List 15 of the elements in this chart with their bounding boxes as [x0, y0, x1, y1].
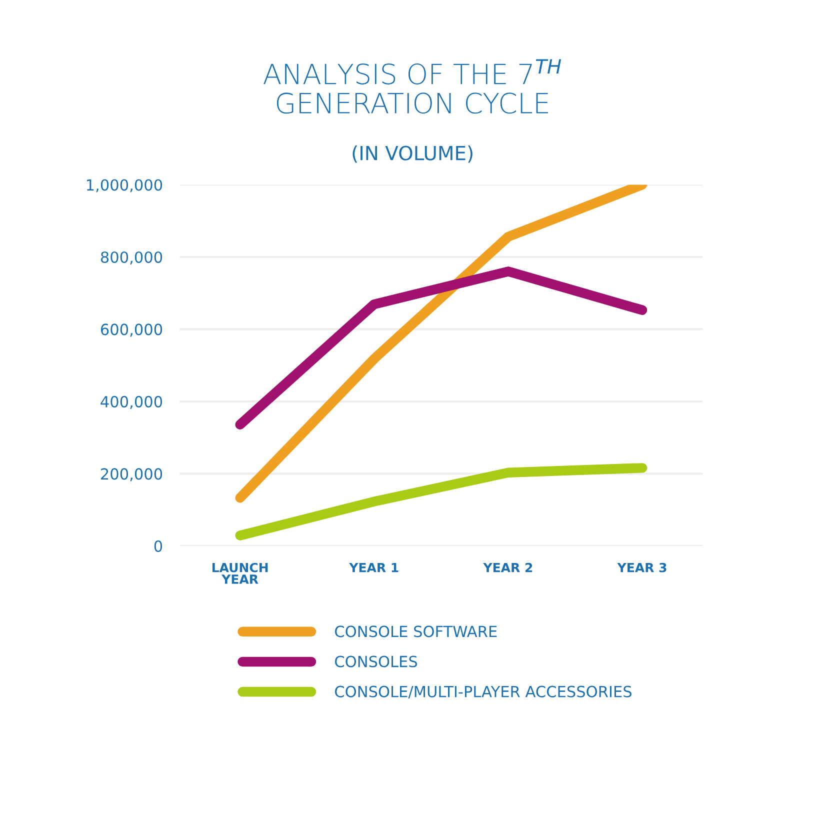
legend-label: CONSOLE SOFTWARE [335, 626, 497, 638]
x-tick-label: LAUNCH YEAR [212, 562, 268, 584]
legend-label: CONSOLES [335, 656, 418, 668]
chart-subtitle: (IN VOLUME) [352, 145, 472, 163]
x-tick-label: YEAR 2 [483, 562, 532, 572]
x-tick-label: YEAR 3 [617, 562, 666, 572]
y-tick-label: 200,000 [101, 468, 162, 482]
legend-label: CONSOLE/MULTI-PLAYER ACCESSORIES [335, 686, 632, 699]
y-tick-label: 800,000 [100, 251, 162, 265]
chart-title: ANALYSIS OF THE 7$^{TH}$ GENERATION CYCLE [264, 59, 562, 114]
y-tick-label: 600,000 [100, 324, 162, 337]
y-tick-label: 0 [154, 540, 162, 552]
y-tick-label: 1,000,000 [86, 179, 162, 192]
y-tick-label: 400,000 [100, 396, 162, 410]
x-tick-label: YEAR 1 [349, 563, 398, 572]
